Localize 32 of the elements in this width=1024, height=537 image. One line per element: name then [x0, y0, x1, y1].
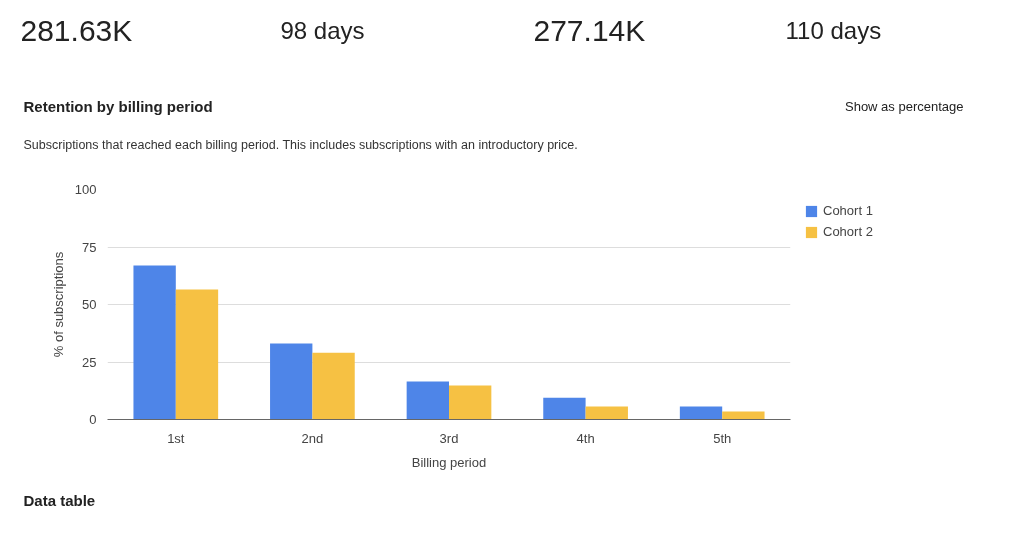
- y-tick-label: 25: [82, 354, 97, 370]
- chart-subtitle: Subscriptions that reached each billing period. This includes subscriptions with an introductory price.: [23, 137, 578, 152]
- y-tick-label: 100: [74, 182, 97, 197]
- bar: [312, 352, 355, 420]
- x-tick-label: 2nd: [301, 430, 324, 446]
- text: Show as percentage: [844, 99, 964, 114]
- bar: [133, 265, 176, 420]
- bar: [270, 343, 313, 420]
- bar: [449, 385, 492, 420]
- bar: [175, 289, 219, 420]
- bar: [722, 411, 765, 420]
- bar: [406, 381, 449, 420]
- text: Data table: [23, 492, 96, 509]
- x-tick-label: 5th: [713, 430, 732, 446]
- y-tick-label: 50: [82, 297, 97, 312]
- legend-label: Cohort 2: [823, 224, 873, 239]
- text: 98 days: [280, 17, 365, 44]
- legend-label: Cohort 1: [823, 203, 873, 218]
- bar: [543, 397, 586, 420]
- x-axis-title: Billing period: [411, 454, 487, 470]
- x-tick-label: 4th: [576, 430, 595, 446]
- x-tick-label: 1st: [167, 430, 185, 446]
- text: 277.14K: [533, 14, 646, 47]
- y-axis-title: % of subscriptions: [50, 251, 66, 358]
- x-tick-label: 3rd: [439, 430, 459, 446]
- text: 281.63K: [20, 14, 133, 47]
- chart-title: Retention by billing period: [23, 98, 213, 115]
- y-tick-label: 0: [89, 412, 97, 427]
- bar: [585, 406, 628, 420]
- y-tick-label: 75: [82, 239, 97, 255]
- bar: [679, 406, 723, 420]
- text: 110 days: [785, 17, 882, 44]
